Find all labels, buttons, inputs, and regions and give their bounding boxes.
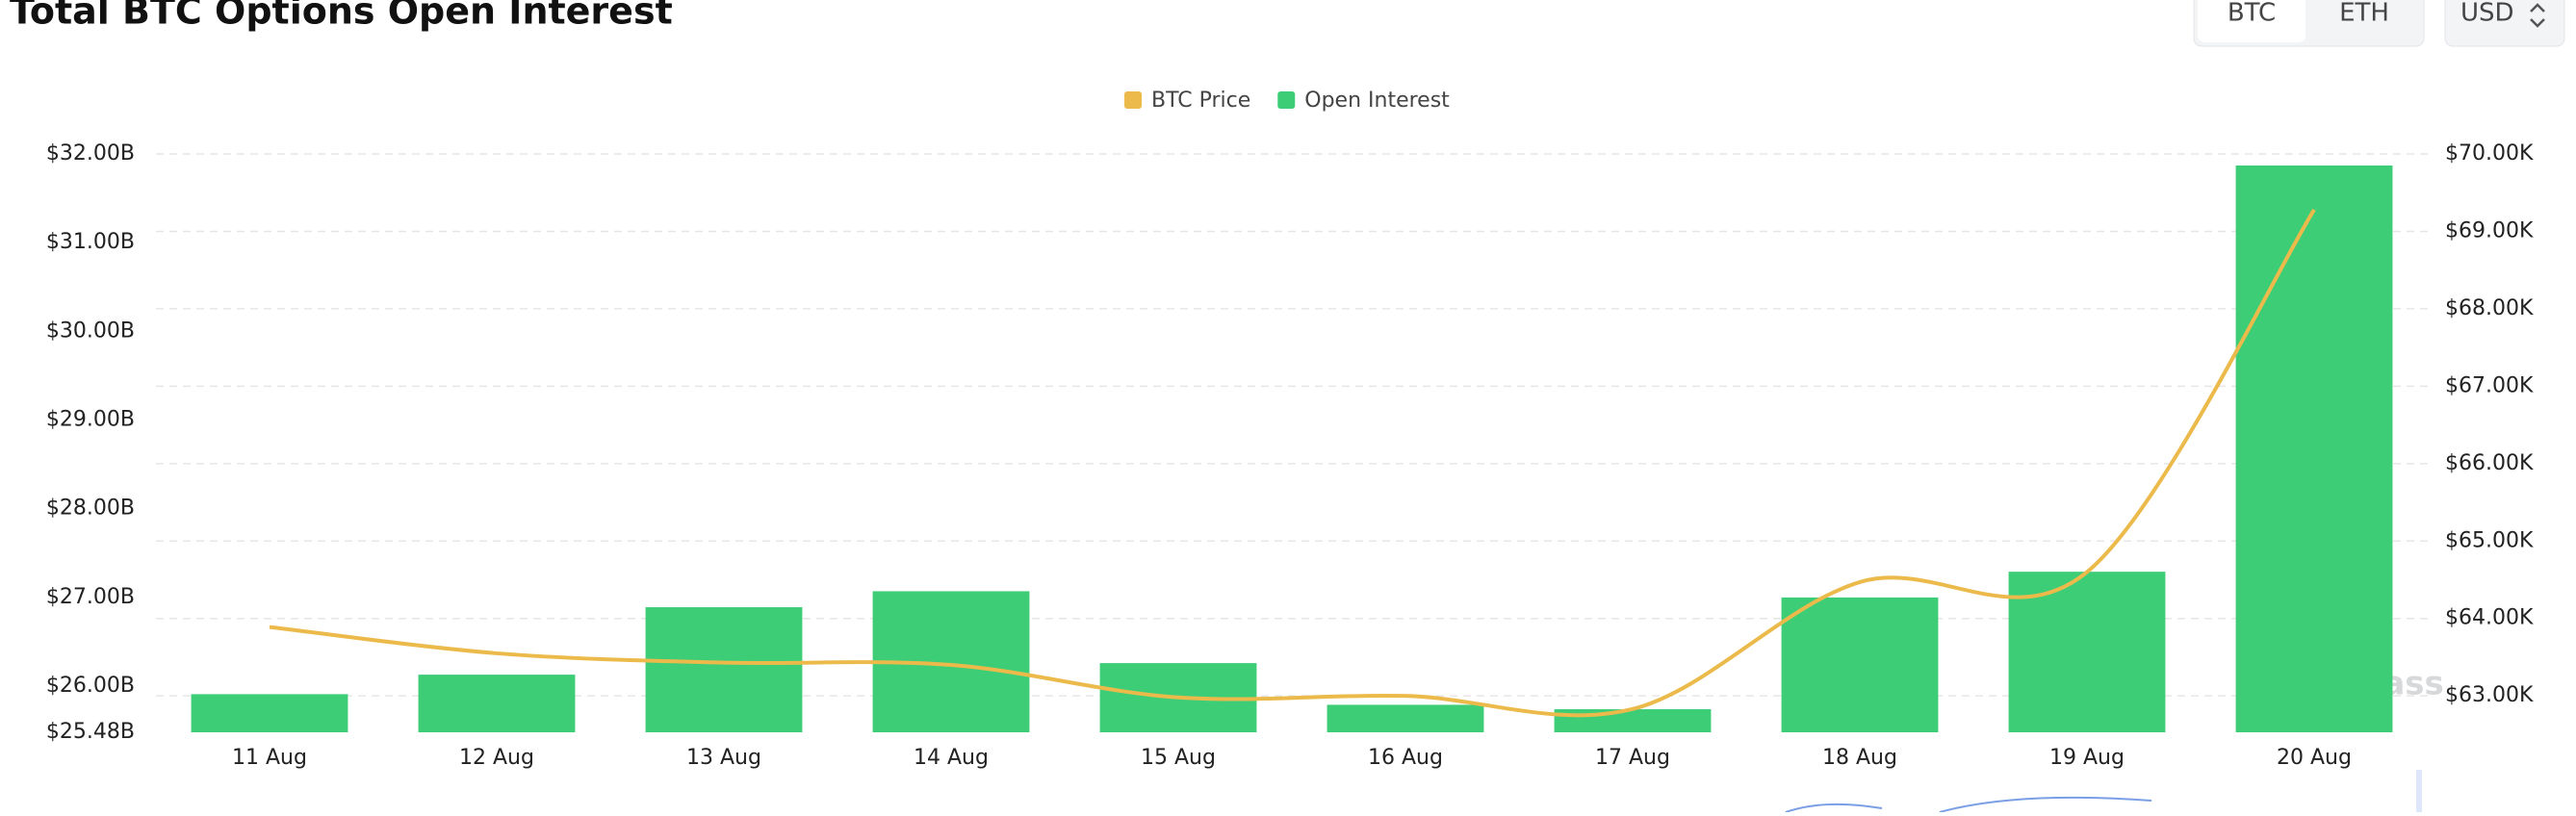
toggle-active	[2198, 0, 2306, 42]
bar	[2235, 165, 2393, 732]
y2-tick-label: $63.00K	[2445, 683, 2534, 707]
x-tick-label: 16 Aug	[1368, 746, 1443, 770]
x-tick-label: 14 Aug	[914, 746, 989, 770]
y2-tick-label: $70.00K	[2445, 141, 2534, 166]
bar	[1327, 704, 1484, 732]
y2-tick-label: $67.00K	[2445, 373, 2534, 397]
y2-tick-label: $64.00K	[2445, 606, 2534, 630]
bar	[1781, 597, 1939, 732]
y2-tick-label: $69.00K	[2445, 218, 2534, 242]
y-tick-label: $25.48B	[46, 720, 135, 744]
bar	[2008, 572, 2166, 732]
y-tick-label: $30.00B	[46, 319, 135, 343]
y2-tick-label: $65.00K	[2445, 528, 2534, 552]
legend-label: Open Interest	[1304, 89, 1450, 113]
x-tick-label: 19 Aug	[2049, 746, 2125, 770]
x-tick-label: 20 Aug	[2277, 746, 2352, 770]
page-title: Total BTC Options Open Interest	[10, 0, 673, 33]
x-tick-label: 11 Aug	[232, 746, 307, 770]
bar	[418, 675, 576, 732]
select-arrows	[2530, 3, 2545, 28]
legend-swatch	[1277, 91, 1296, 109]
x-tick-label: 12 Aug	[459, 746, 534, 770]
x-tick-label: 13 Aug	[686, 746, 761, 770]
x-tick-label: 18 Aug	[1822, 746, 1897, 770]
currency-select[interactable]	[2444, 0, 2565, 47]
y-tick-label: $27.00B	[46, 585, 135, 609]
y2-tick-label: $66.00K	[2445, 451, 2534, 475]
y2-tick-label: $68.00K	[2445, 296, 2534, 320]
navigator-edge	[2416, 770, 2422, 812]
toggle-eth[interactable]: ETH	[2339, 0, 2389, 28]
price-line	[269, 208, 2316, 718]
bar	[1554, 709, 1712, 732]
bar	[645, 607, 803, 732]
toggle-btc[interactable]: BTC	[2228, 0, 2276, 28]
y-tick-label: $31.00B	[46, 230, 135, 254]
currency-label[interactable]: USD	[2460, 0, 2514, 28]
x-tick-label: 17 Aug	[1595, 746, 1670, 770]
legend-label: BTC Price	[1151, 89, 1250, 113]
y-tick-label: $26.00B	[46, 674, 135, 698]
y-tick-label: $28.00B	[46, 497, 135, 521]
x-tick-label: 15 Aug	[1141, 746, 1216, 770]
legend-swatch	[1124, 91, 1142, 109]
y-tick-label: $29.00B	[46, 408, 135, 432]
bar	[191, 694, 348, 732]
y-tick-label: $32.00B	[46, 141, 135, 166]
navigator-preview	[1785, 796, 2152, 813]
